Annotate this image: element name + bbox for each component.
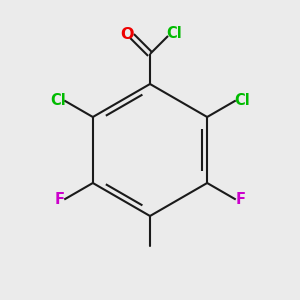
Text: Cl: Cl — [235, 93, 250, 108]
Text: F: F — [55, 192, 65, 207]
Text: Cl: Cl — [166, 26, 182, 41]
Text: F: F — [235, 192, 245, 207]
Text: Cl: Cl — [50, 93, 65, 108]
Text: O: O — [120, 27, 133, 42]
